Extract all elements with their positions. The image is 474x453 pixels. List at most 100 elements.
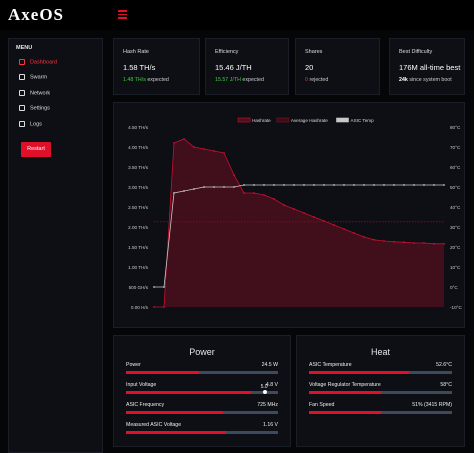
nav-item[interactable]: Settings (19, 105, 50, 111)
point (423, 184, 425, 186)
progress-fill (126, 371, 199, 374)
point (253, 184, 255, 186)
point (163, 306, 165, 308)
point (203, 186, 205, 188)
nav-label: Swarm (30, 74, 48, 81)
point (293, 184, 295, 186)
progress-fill (309, 371, 410, 374)
progress-fill (309, 391, 381, 394)
point (193, 188, 195, 190)
point (253, 192, 255, 194)
y-tick-label: 3.00 TH/s (128, 185, 149, 190)
stat-sub: 0 rejected (305, 77, 328, 83)
restart-button[interactable]: Restart (21, 142, 51, 157)
point (183, 138, 185, 140)
nav-label: Network (30, 90, 51, 97)
stat-highlight: 15.57 J/TH (215, 77, 241, 83)
point (173, 142, 175, 144)
point (383, 184, 385, 186)
point (323, 184, 325, 186)
nav-item[interactable]: Logs (19, 121, 42, 127)
y2-tick-label: 50°C (450, 185, 461, 190)
point (373, 184, 375, 186)
card-title: Heat (370, 347, 390, 357)
legend-swatch (276, 117, 290, 123)
y-tick-label: 4.50 TH/s (128, 125, 149, 130)
point (413, 184, 415, 186)
point (333, 184, 335, 186)
row-label: ASIC Frequency (126, 402, 165, 408)
point (363, 236, 365, 238)
stat-label: Efficiency (215, 49, 239, 55)
stat-sub: 1.48 TH/s expected (123, 77, 169, 83)
point (393, 184, 395, 186)
point (273, 198, 275, 200)
stat-value: 20 (305, 63, 314, 72)
point (173, 192, 175, 194)
stat-highlight: 1.48 TH/s (123, 77, 146, 83)
point (183, 190, 185, 192)
row-value: 4.8 V (265, 382, 278, 388)
y2-tick-label: 40°C (450, 205, 461, 210)
point (423, 242, 425, 244)
y-tick-label: 2.00 TH/s (128, 225, 149, 230)
menu-toggle[interactable] (118, 10, 127, 21)
stat-sub-text: rejected (309, 77, 329, 83)
logo: AxeOS (8, 5, 64, 24)
row-label: Input Voltage (126, 382, 157, 388)
stat-sub-text: expected (147, 77, 169, 83)
series-line (154, 138, 444, 308)
y2-tick-label: 70°C (450, 145, 461, 150)
row-value: 52.6°C (436, 362, 452, 368)
y-tick-label: 1.50 TH/s (128, 245, 149, 250)
marker (263, 390, 268, 394)
nav-item[interactable]: Swarm (19, 74, 47, 80)
row-label: ASIC Temperature (309, 362, 352, 368)
point (413, 242, 415, 244)
progress-bar (126, 411, 278, 414)
point (303, 212, 305, 214)
stat-value: 176M all-time best (399, 63, 461, 72)
chart-card: 0.00 H/s 500 GH/s 1.00 TH/s 1.50 TH/s 2.00 T… (113, 102, 465, 328)
marker-label: 5.0 (260, 384, 268, 390)
series-line (154, 184, 444, 288)
point (243, 192, 245, 194)
row-label: Voltage Regulator Temperature (309, 382, 381, 388)
progress-bar (126, 391, 278, 394)
point (213, 150, 215, 152)
stat-card: Best Difficulty 176M all-time best 24k sin… (389, 38, 465, 95)
point (313, 216, 315, 218)
y2-tick-label: 20°C (450, 245, 461, 250)
point (333, 224, 335, 226)
heat-card: Heat ASIC Temperature 52.6°C Voltage Regul… (296, 335, 465, 447)
row-label: Measured ASIC Voltage (126, 422, 182, 428)
point (263, 184, 265, 186)
point (383, 240, 385, 242)
point (363, 184, 365, 186)
stat-sub-text: since system boot (409, 77, 452, 83)
point (443, 242, 445, 245)
power-card: Power Power 24.5 W Input Voltage 4.8 V 5.0 AS… (113, 335, 291, 447)
card-title: Power (189, 347, 215, 357)
progress-bar (126, 371, 278, 374)
point (343, 228, 345, 230)
point (393, 240, 395, 243)
row-label: Fan Speed (309, 402, 335, 408)
point (203, 148, 205, 150)
y2-tick-label: -10°C (450, 305, 462, 310)
nav-item[interactable]: Dashboard (19, 59, 57, 65)
row-value: 51% (3415 RPM) (412, 402, 452, 408)
point (283, 184, 285, 186)
progress-fill (126, 431, 227, 434)
sidebar: MENU Dashboard Swarm Network Settings Lo… (8, 38, 103, 453)
legend-label: Average Hashrate (291, 118, 328, 123)
y2-tick-label: 10°C (450, 265, 461, 270)
point (263, 194, 265, 196)
point (193, 146, 195, 148)
y-tick-label: 4.00 TH/s (128, 145, 149, 150)
row-value: 1.16 V (263, 422, 278, 428)
point (443, 184, 445, 186)
nav-item[interactable]: Network (19, 90, 50, 96)
progress-fill (309, 411, 381, 414)
